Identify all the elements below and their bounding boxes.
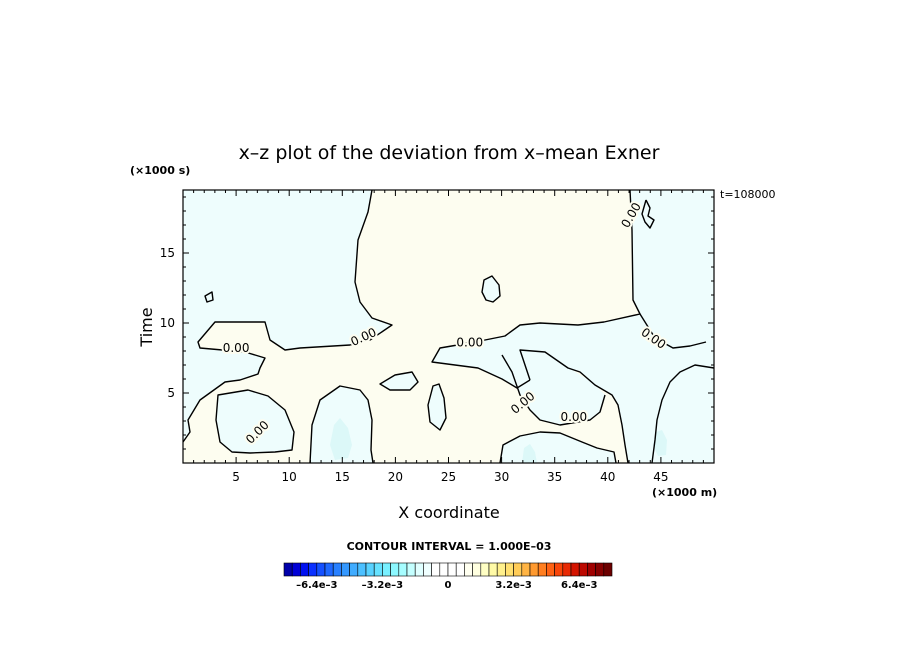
- contour-label: 0.00: [456, 336, 483, 350]
- colorbar-cell: [505, 562, 514, 577]
- colorbar-cell: [382, 562, 391, 577]
- colorbar-tick-label: 0: [445, 580, 452, 591]
- colorbar-tick-label: 6.4e–3: [561, 580, 597, 591]
- contour-line-small-top-left: [204, 291, 214, 303]
- colorbar-cell: [332, 562, 342, 577]
- colorbar-cell: [562, 562, 572, 577]
- contour-line-lower-right: [499, 431, 617, 464]
- colorbar-cell: [431, 562, 441, 577]
- y-tick-label: 15: [160, 246, 175, 260]
- colorbar-cell: [423, 562, 432, 577]
- negative-cell-top: [482, 276, 500, 302]
- contour-lines: [182, 189, 715, 464]
- colorbar-cell: [398, 562, 408, 577]
- colorbar-cell: [554, 562, 564, 577]
- colorbar-cell: [488, 562, 498, 577]
- contour-line-cell-center-left: [309, 385, 374, 464]
- x-tick-label: 45: [653, 470, 668, 484]
- contour-line-right-edge: [639, 313, 715, 464]
- y-tick-label: 10: [160, 316, 175, 330]
- moderate-negative-2: [522, 444, 537, 463]
- contour-line-drop: [427, 383, 447, 431]
- plot-area: 0.00 0.00 0.000.000.000.000.000.00 5 10 15 20…: [160, 189, 715, 484]
- colorbar-cell: [414, 562, 424, 577]
- colorbar-cell: [464, 562, 473, 577]
- x-tick-label: 10: [282, 470, 297, 484]
- contour-line-cell-inner-right: [501, 354, 606, 426]
- contour-line-top-loop: [481, 275, 501, 303]
- x-tick-label: 40: [600, 470, 615, 484]
- colorbar-cell: [587, 562, 596, 577]
- colorbar-cell: [439, 562, 449, 577]
- colorbar-cell: [472, 562, 482, 577]
- x-tick-label: 15: [335, 470, 350, 484]
- colorbar-cell: [595, 562, 605, 577]
- colorbar-cell: [529, 562, 539, 577]
- x-tick-label: 30: [494, 470, 509, 484]
- colorbar-tick-label: 3.2e–3: [495, 580, 531, 591]
- colorbar-cell: [390, 562, 400, 577]
- contour-interval-label: CONTOUR INTERVAL = 1.000E–03: [347, 540, 552, 553]
- colorbar-cell: [570, 562, 580, 577]
- colorbar-cell: [349, 562, 359, 577]
- time-label: t=108000: [720, 188, 776, 201]
- moderate-negative-1: [330, 418, 352, 460]
- colorbar-cell: [308, 562, 318, 577]
- colorbar-cell: [578, 562, 588, 577]
- colorbar-cell: [537, 562, 547, 577]
- colorbar-cell: [300, 562, 309, 577]
- y-axis-label: Time: [137, 307, 156, 347]
- colorbar-cell: [365, 562, 375, 577]
- colorbar: –6.4e–3 –3.2e–3 0 3.2e–3 6.4e–3: [283, 562, 613, 591]
- colorbar-cell: [283, 562, 293, 577]
- negative-cell-drop: [428, 384, 446, 430]
- contour-line-blob: [379, 371, 419, 391]
- colorbar-tick-label: –3.2e–3: [362, 580, 403, 591]
- colorbar-cell: [513, 562, 523, 577]
- x-tick-label: 20: [388, 470, 403, 484]
- colorbar-cell: [357, 562, 367, 577]
- x-tick-label: 25: [441, 470, 456, 484]
- y-tick-label: 5: [167, 386, 175, 400]
- contour-line-main-right: [431, 189, 641, 389]
- colorbar-cell: [447, 562, 457, 577]
- colorbar-cell: [546, 562, 555, 577]
- colorbar-cell: [480, 562, 490, 577]
- contour-label: 0.00: [560, 410, 587, 424]
- contour-line-main-left: [182, 189, 393, 443]
- x-axis-label: X coordinate: [398, 503, 499, 522]
- colorbar-cell: [373, 562, 383, 577]
- colorbar-cell: [316, 562, 326, 577]
- colorbar-cell: [291, 562, 301, 577]
- chart-title: x–z plot of the deviation from x–mean Ex…: [239, 142, 660, 164]
- x-unit-label: (×1000 m): [652, 486, 717, 499]
- x-tick-label: 5: [232, 470, 240, 484]
- negative-cell-blob: [380, 372, 418, 390]
- x-tick-label: 35: [547, 470, 562, 484]
- colorbar-cell: [603, 562, 613, 577]
- contour-line-cell-left: [215, 389, 295, 454]
- colorbar-cell: [496, 562, 506, 577]
- colorbar-cell: [341, 562, 350, 577]
- axis-ticks: 5 10 15 20 25 30 35 40 45 5 10 15: [160, 190, 714, 484]
- colorbar-tick-label: –6.4e–3: [296, 580, 337, 591]
- colorbar-cell: [521, 562, 531, 577]
- colorbar-cell: [406, 562, 416, 577]
- contour-label: 0.00: [223, 341, 250, 355]
- colorbar-cell: [455, 562, 465, 577]
- y-unit-label: (×1000 s): [130, 164, 190, 177]
- moderate-negative-3: [653, 430, 667, 456]
- contour-line-cell-right: [519, 349, 629, 464]
- colorbar-cell: [324, 562, 334, 577]
- negative-cell-left: [216, 390, 294, 453]
- contour-line-top-right-squiggle: [641, 199, 655, 229]
